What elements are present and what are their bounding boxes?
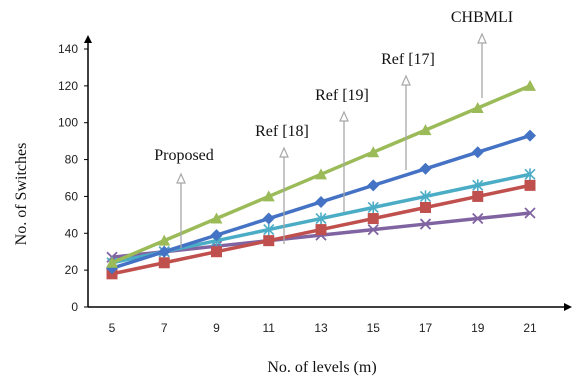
data-point	[106, 256, 118, 268]
data-point	[419, 162, 432, 175]
y-tick-label: 140	[58, 42, 78, 56]
y-tick-labels: 0 20 40 60 80 100 120 140	[58, 42, 88, 314]
annotation-proposed: Proposed	[154, 147, 214, 248]
annotation-arrow-icon	[339, 110, 349, 122]
data-point	[471, 101, 484, 113]
annotation-arrow-icon	[477, 32, 487, 44]
series-chbmli	[106, 79, 536, 268]
data-point	[472, 212, 484, 225]
x-tick-label: 19	[471, 321, 485, 335]
data-point	[524, 129, 536, 142]
data-point	[367, 201, 379, 214]
data-point	[158, 245, 171, 258]
annotation-arrow-icon	[176, 172, 186, 184]
y-tick-label: 80	[65, 153, 79, 167]
series-layer	[106, 79, 536, 280]
data-point	[419, 124, 432, 136]
x-tick-label: 7	[161, 321, 168, 335]
data-point	[158, 257, 170, 269]
data-point	[524, 168, 536, 181]
x-tick-label: 17	[419, 321, 433, 335]
y-tick-label: 100	[58, 116, 78, 130]
annotation-label: Proposed	[154, 147, 214, 164]
x-tick-label: 13	[314, 321, 328, 335]
data-point	[211, 246, 222, 258]
y-tick-label: 20	[65, 263, 79, 277]
data-point	[210, 229, 223, 242]
data-point	[262, 190, 275, 202]
series-ref-17	[106, 129, 536, 275]
x-tick-label: 11	[263, 321, 276, 335]
data-point	[367, 223, 379, 236]
data-point	[472, 179, 484, 192]
series-proposed	[106, 179, 536, 280]
x-tick-labels: 5 7 9 11 13 15 17 19 21	[109, 321, 537, 335]
annotation-label: Ref [17]	[381, 51, 435, 68]
x-axis-title: No. of levels (m)	[267, 359, 376, 376]
x-tick-label: 5	[109, 321, 116, 335]
x-axis-arrow-icon	[564, 303, 572, 311]
data-point	[471, 146, 484, 159]
y-tick-label: 40	[65, 226, 79, 240]
x-tick-label: 9	[213, 321, 220, 335]
data-point	[315, 212, 327, 225]
data-point	[262, 212, 275, 225]
data-point	[315, 168, 327, 180]
annotation-ref-17: Ref [17]	[381, 51, 435, 170]
data-point	[367, 213, 379, 225]
annotation-chbmli: CHBMLI	[451, 9, 513, 98]
y-axis-title: No. of Switches	[13, 143, 30, 246]
annotation-label: Ref [18]	[255, 123, 309, 140]
data-point	[315, 195, 327, 208]
y-tick-label: 0	[71, 300, 78, 314]
y-tick-label: 60	[65, 189, 79, 203]
y-axis-arrow-icon	[84, 35, 92, 43]
x-tick-label: 15	[367, 321, 381, 335]
data-point	[315, 224, 327, 236]
annotation-arrow-icon	[279, 146, 289, 158]
data-point	[367, 146, 380, 158]
data-point	[367, 179, 380, 192]
data-point	[472, 190, 484, 202]
annotation-label: CHBMLI	[451, 9, 513, 26]
annotation-arrow-icon	[401, 74, 411, 86]
data-point	[524, 179, 536, 191]
x-tick-label: 21	[523, 321, 537, 335]
y-tick-label: 120	[58, 79, 78, 93]
annotation-layer: CHBMLI Ref [17] Ref [19] Ref [18] Proposed	[154, 9, 513, 248]
annotation-ref-19: Ref [19]	[315, 87, 369, 212]
annotation-ref-18: Ref [18]	[255, 123, 309, 244]
axes	[84, 35, 572, 311]
data-point	[420, 201, 431, 213]
data-point	[524, 79, 536, 91]
data-point	[210, 212, 223, 224]
data-point	[263, 235, 275, 247]
data-point	[158, 234, 171, 246]
data-point	[524, 207, 536, 219]
data-point	[419, 190, 432, 203]
data-point	[419, 218, 432, 230]
data-point	[263, 223, 275, 236]
annotation-label: Ref [19]	[315, 87, 369, 104]
